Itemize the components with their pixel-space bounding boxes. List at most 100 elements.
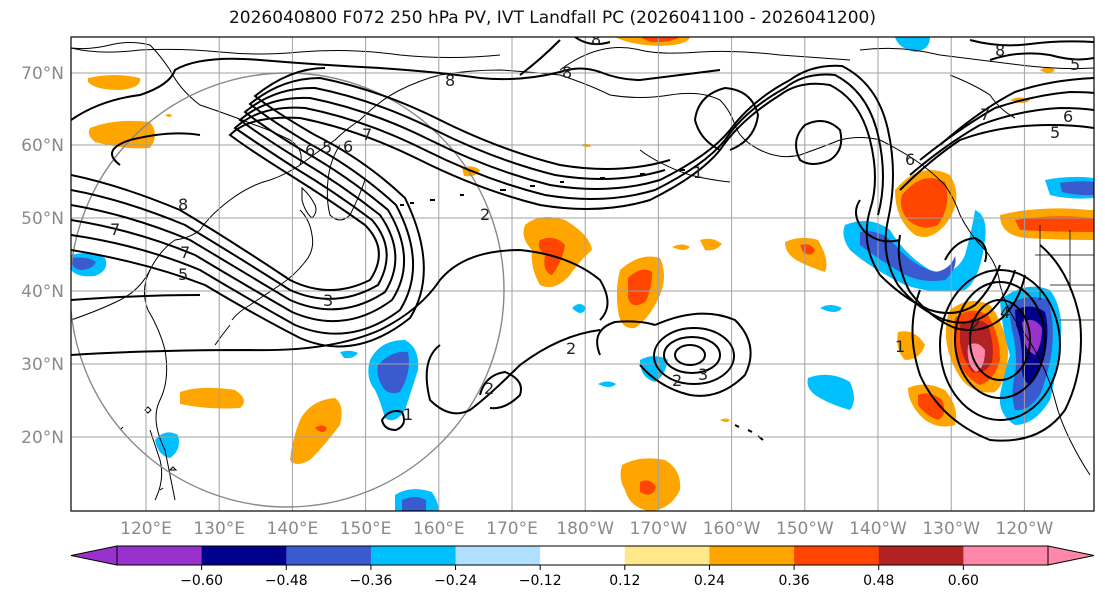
shade-blob xyxy=(180,387,244,409)
map-title: 2026040800 F072 250 hPa PV, IVT Landfall… xyxy=(228,8,876,28)
pv-contour xyxy=(674,344,706,366)
colorbar-tick-label: −0.60 xyxy=(180,573,223,589)
shade-blob xyxy=(640,356,668,382)
pv-contour xyxy=(111,132,201,166)
contour-label: 5 xyxy=(322,138,332,157)
pv-contour xyxy=(71,73,884,300)
shade-blob xyxy=(640,480,656,495)
contour-label: 8 xyxy=(562,63,572,82)
shade-blob xyxy=(1040,67,1055,73)
pv-contour xyxy=(884,219,1016,324)
border xyxy=(1039,225,1071,300)
pv-contour xyxy=(969,299,1031,381)
contour-label: 7 xyxy=(362,125,372,144)
shade-blob xyxy=(377,351,409,394)
coastline-japan xyxy=(231,209,314,321)
colorbar-segment xyxy=(455,546,541,565)
shade-blob xyxy=(598,381,616,387)
contour-label: 7 xyxy=(980,105,990,124)
pv-contour xyxy=(954,281,1046,399)
shade-blob xyxy=(572,304,586,313)
coastline-islands xyxy=(119,406,178,491)
shade-blob xyxy=(672,244,690,250)
colorbar-extend-low xyxy=(70,545,118,566)
contour-label: 3 xyxy=(698,365,708,384)
shade-blob xyxy=(340,350,358,359)
map-plot-area: 8 8 8 7 6 5 6 7 8 7 5 3 2 2 2 3 1 1 2 6 … xyxy=(71,30,1094,511)
gridlines xyxy=(71,37,1094,511)
pv-contour xyxy=(944,236,988,263)
contour-label: 1 xyxy=(693,163,703,182)
colorbar-tick-label: 0.48 xyxy=(863,573,894,589)
pv-contour xyxy=(939,269,1061,421)
contour-label: 4 xyxy=(1000,303,1010,322)
colorbar-segment xyxy=(117,546,203,565)
contour-label: 1 xyxy=(895,337,905,356)
pv-contour xyxy=(989,52,1094,61)
colorbar-tick-label: 0.60 xyxy=(948,573,979,589)
lat-tick-label: 50°N xyxy=(21,209,64,229)
lon-tick-label: 140°W xyxy=(849,519,907,539)
lon-tick-label: 150°W xyxy=(776,519,834,539)
contour-label: 6 xyxy=(343,137,353,156)
shade-blob xyxy=(895,37,930,52)
contour-label: 2 xyxy=(970,315,980,334)
shade-blob xyxy=(918,393,945,420)
map-frame xyxy=(70,36,1095,512)
colorbar-segment xyxy=(794,546,880,565)
contour-label: 5 xyxy=(1070,55,1080,74)
shade-blob xyxy=(967,343,985,372)
colorbar-segment xyxy=(540,546,626,565)
colorbar-tick-label: −0.36 xyxy=(349,573,392,589)
pv-contour xyxy=(653,327,735,385)
shade-blob xyxy=(700,238,722,251)
colorbar-tick-label: 0.36 xyxy=(779,573,810,589)
contour-label: 6 xyxy=(305,141,315,160)
contour-label: 2 xyxy=(566,339,576,358)
shade-blob xyxy=(1022,320,1042,355)
lat-tick-label: 20°N xyxy=(21,428,64,448)
lat-tick-label: 60°N xyxy=(21,136,64,156)
coastline-philippines xyxy=(149,429,163,501)
coastline-alaska xyxy=(439,69,721,101)
lon-tick-label: 160°W xyxy=(703,519,761,539)
colorbar-tick-label: −0.24 xyxy=(434,573,477,589)
pv-contour xyxy=(596,320,656,356)
pv-contour xyxy=(855,199,901,243)
pv-contour xyxy=(71,57,721,121)
coastlines xyxy=(71,42,1094,501)
pv-contours xyxy=(71,37,1094,442)
contour-label: 6 xyxy=(905,150,915,169)
coastline-arctic xyxy=(71,47,501,58)
pv-contour xyxy=(919,90,1094,161)
contour-labels: 8 8 8 7 6 5 6 7 8 7 5 3 2 2 2 3 1 1 2 6 … xyxy=(110,30,1080,424)
pv-contour xyxy=(425,329,601,415)
colorbar-frame xyxy=(116,545,1049,566)
shade-blob xyxy=(72,257,96,270)
lon-tick-label: 140°E xyxy=(267,519,319,539)
pv-contour xyxy=(911,244,1082,442)
range-circle xyxy=(71,72,505,508)
shade-blob xyxy=(1060,181,1094,196)
colorbar-segment xyxy=(370,546,457,565)
colorbar-segment xyxy=(201,546,287,565)
contour-label: 8 xyxy=(995,41,1005,60)
shade-blob xyxy=(1015,216,1094,232)
contour-label: 1 xyxy=(403,405,413,424)
lon-tick-label: 170°W xyxy=(630,519,688,539)
lat-tick-label: 30°N xyxy=(21,355,64,375)
lat-tick-label: 70°N xyxy=(21,64,64,84)
shade-blob xyxy=(402,497,426,511)
colorbar-segment xyxy=(709,546,795,565)
contour-label: 8 xyxy=(445,71,455,90)
coastline-alaska xyxy=(639,149,731,183)
pv-contour xyxy=(71,248,609,356)
contour-label: 8 xyxy=(591,30,601,49)
lon-tick-label: 160°E xyxy=(413,519,465,539)
colorbar-segment xyxy=(624,546,710,565)
border xyxy=(1035,254,1094,321)
coastline-alaska xyxy=(559,47,851,71)
colorbar-segment xyxy=(963,546,1049,565)
colorbar-tick-label: 0.12 xyxy=(609,573,640,589)
